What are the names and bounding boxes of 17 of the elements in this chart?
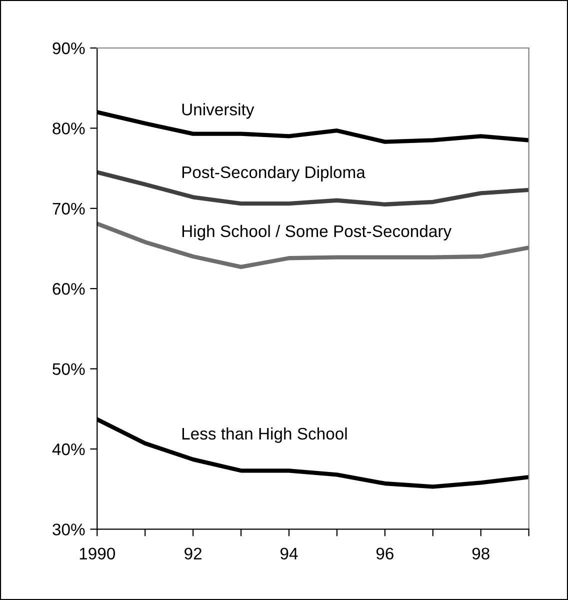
y-tick-label: 90% [52, 42, 85, 54]
x-tick-label: 96 [376, 548, 394, 560]
x-tick-label: 92 [184, 548, 202, 560]
x-tick-label: 94 [280, 548, 298, 560]
y-tick-label: 40% [52, 443, 85, 456]
series-label: High School / Some Post-Secondary [182, 224, 452, 240]
line-series [97, 222, 529, 270]
y-tick-label: 30% [52, 524, 85, 536]
y-tick-label: 60% [52, 283, 85, 295]
x-tick-label: 1990 [80, 548, 116, 560]
y-tick-label: 80% [52, 122, 85, 134]
series-label: University [182, 103, 254, 119]
series-label: Less than High School [182, 427, 347, 443]
x-tick-label: 98 [472, 548, 490, 560]
series-label: Post-Secondary Diploma [182, 166, 366, 182]
y-tick-label: 50% [52, 363, 85, 376]
y-tick-label: 70% [52, 202, 85, 215]
